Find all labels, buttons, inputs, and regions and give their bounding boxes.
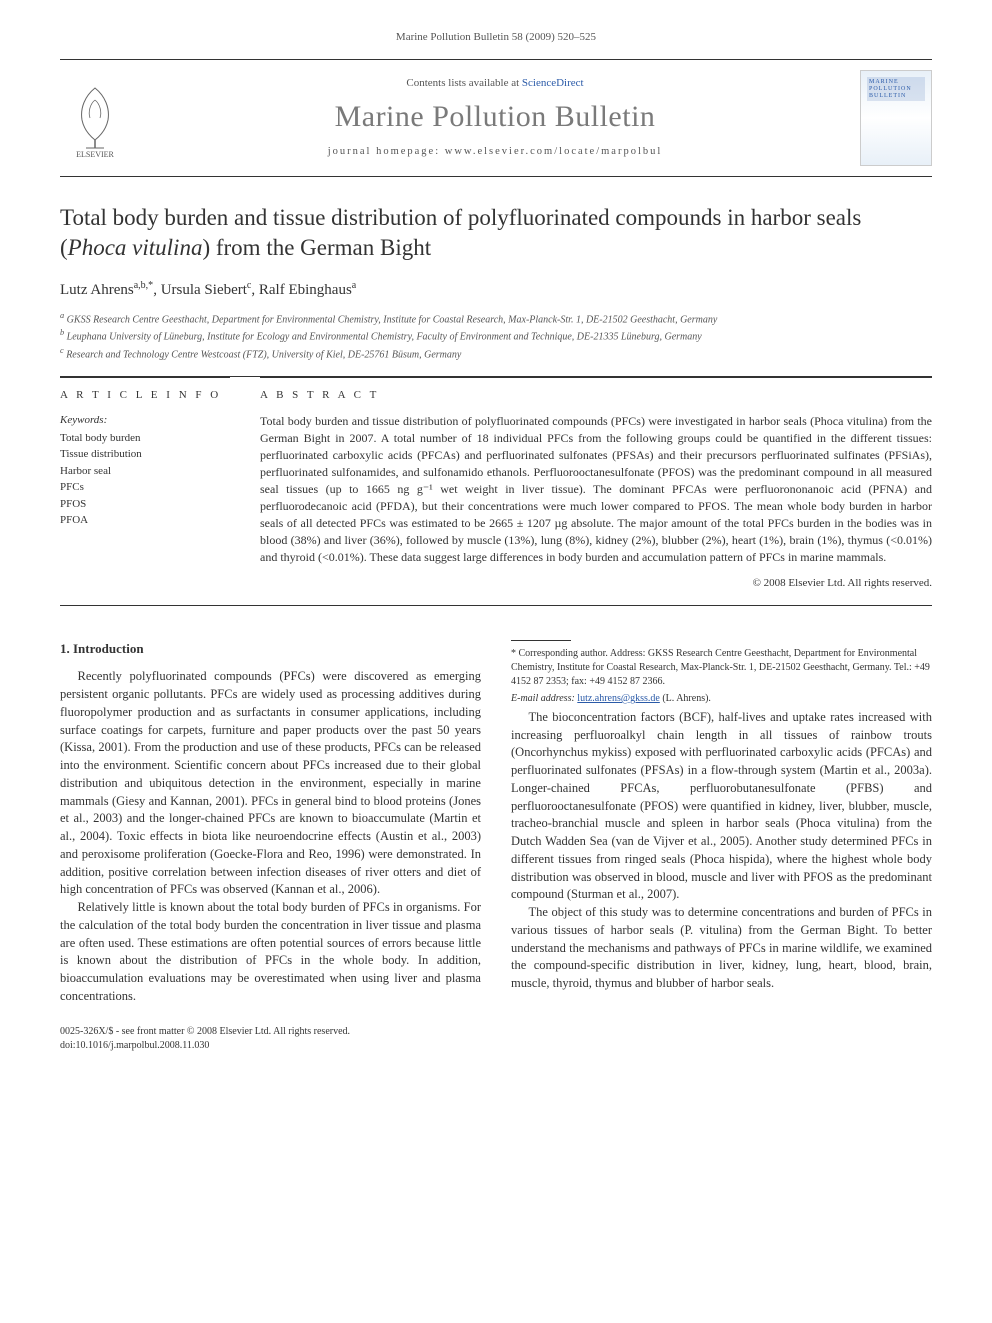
author-1-affil: a,b,*	[134, 280, 153, 291]
homepage-prefix: journal homepage:	[328, 146, 445, 157]
info-abstract-rule	[60, 605, 932, 606]
body-paragraph: The object of this study was to determin…	[511, 904, 932, 993]
corresponding-author-footnote: * Corresponding author. Address: GKSS Re…	[511, 647, 932, 689]
body-paragraph: Recently polyfluorinated compounds (PFCs…	[60, 668, 481, 899]
author-list: Lutz Ahrensa,b,*, Ursula Siebertc, Ralf …	[60, 279, 932, 300]
article-info-column: A R T I C L E I N F O Keywords: Total bo…	[60, 377, 230, 595]
keyword-item: Tissue distribution	[60, 446, 230, 463]
abstract-heading: A B S T R A C T	[260, 388, 932, 403]
abstract-text: Total body burden and tissue distributio…	[260, 413, 932, 566]
journal-homepage-line: journal homepage: www.elsevier.com/locat…	[144, 145, 846, 159]
author-3: Ralf Ebinghaus	[259, 282, 352, 298]
section-heading-introduction: 1. Introduction	[60, 640, 481, 658]
contents-prefix: Contents lists available at	[406, 77, 521, 89]
abstract-column: A B S T R A C T Total body burden and ti…	[260, 377, 932, 595]
affiliation-a: GKSS Research Centre Geesthacht, Departm…	[67, 314, 718, 325]
affiliations: a GKSS Research Centre Geesthacht, Depar…	[60, 310, 932, 362]
title-part-post: ) from the German Bight	[202, 235, 431, 260]
body-paragraph: The bioconcentration factors (BCF), half…	[511, 709, 932, 904]
svg-text:ELSEVIER: ELSEVIER	[76, 150, 114, 158]
sciencedirect-link[interactable]: ScienceDirect	[522, 77, 584, 89]
footer-front-matter: 0025-326X/$ - see front matter © 2008 El…	[60, 1025, 932, 1039]
elsevier-tree-logo: ELSEVIER	[60, 78, 130, 158]
author-1: Lutz Ahrens	[60, 282, 134, 298]
abstract-copyright: © 2008 Elsevier Ltd. All rights reserved…	[260, 576, 932, 591]
article-info-heading: A R T I C L E I N F O	[60, 388, 230, 403]
journal-name: Marine Pollution Bulletin	[144, 97, 846, 138]
keyword-item: PFOS	[60, 496, 230, 513]
homepage-url: www.elsevier.com/locate/marpolbul	[445, 146, 663, 157]
keywords-label: Keywords:	[60, 413, 230, 428]
affiliation-c: Research and Technology Centre Westcoast…	[66, 349, 461, 360]
body-two-column: 1. Introduction Recently polyfluorinated…	[60, 640, 932, 1007]
info-abstract-block: A R T I C L E I N F O Keywords: Total bo…	[60, 376, 932, 595]
running-head: Marine Pollution Bulletin 58 (2009) 520–…	[60, 30, 932, 45]
corresponding-email-link[interactable]: lutz.ahrens@gkss.de	[577, 693, 660, 704]
keyword-item: Harbor seal	[60, 463, 230, 480]
article-title: Total body burden and tissue distributio…	[60, 203, 932, 263]
title-species: Phoca vitulina	[68, 235, 203, 260]
masthead-center: Contents lists available at ScienceDirec…	[144, 76, 846, 160]
page-footer: 0025-326X/$ - see front matter © 2008 El…	[60, 1025, 932, 1053]
keyword-item: PFOA	[60, 512, 230, 529]
author-3-affil: a	[352, 280, 356, 291]
journal-cover-thumbnail: MARINE POLLUTION BULLETIN	[860, 70, 932, 166]
keyword-item: PFCs	[60, 479, 230, 496]
author-2-affil: c	[247, 280, 251, 291]
journal-masthead: ELSEVIER Contents lists available at Sci…	[60, 59, 932, 177]
email-author-suffix: (L. Ahrens).	[660, 693, 711, 704]
keywords-list: Total body burden Tissue distribution Ha…	[60, 430, 230, 529]
email-footnote: E-mail address: lutz.ahrens@gkss.de (L. …	[511, 692, 932, 706]
keyword-item: Total body burden	[60, 430, 230, 447]
email-label: E-mail address:	[511, 693, 577, 704]
footer-doi: doi:10.1016/j.marpolbul.2008.11.030	[60, 1039, 932, 1053]
footnote-rule	[511, 640, 571, 641]
contents-available-line: Contents lists available at ScienceDirec…	[144, 76, 846, 91]
affiliation-b: Leuphana University of Lüneburg, Institu…	[67, 332, 702, 343]
author-2: Ursula Siebert	[161, 282, 247, 298]
body-paragraph: Relatively little is known about the tot…	[60, 899, 481, 1006]
cover-thumb-label: MARINE POLLUTION BULLETIN	[869, 79, 923, 101]
footnotes: * Corresponding author. Address: GKSS Re…	[511, 647, 932, 706]
